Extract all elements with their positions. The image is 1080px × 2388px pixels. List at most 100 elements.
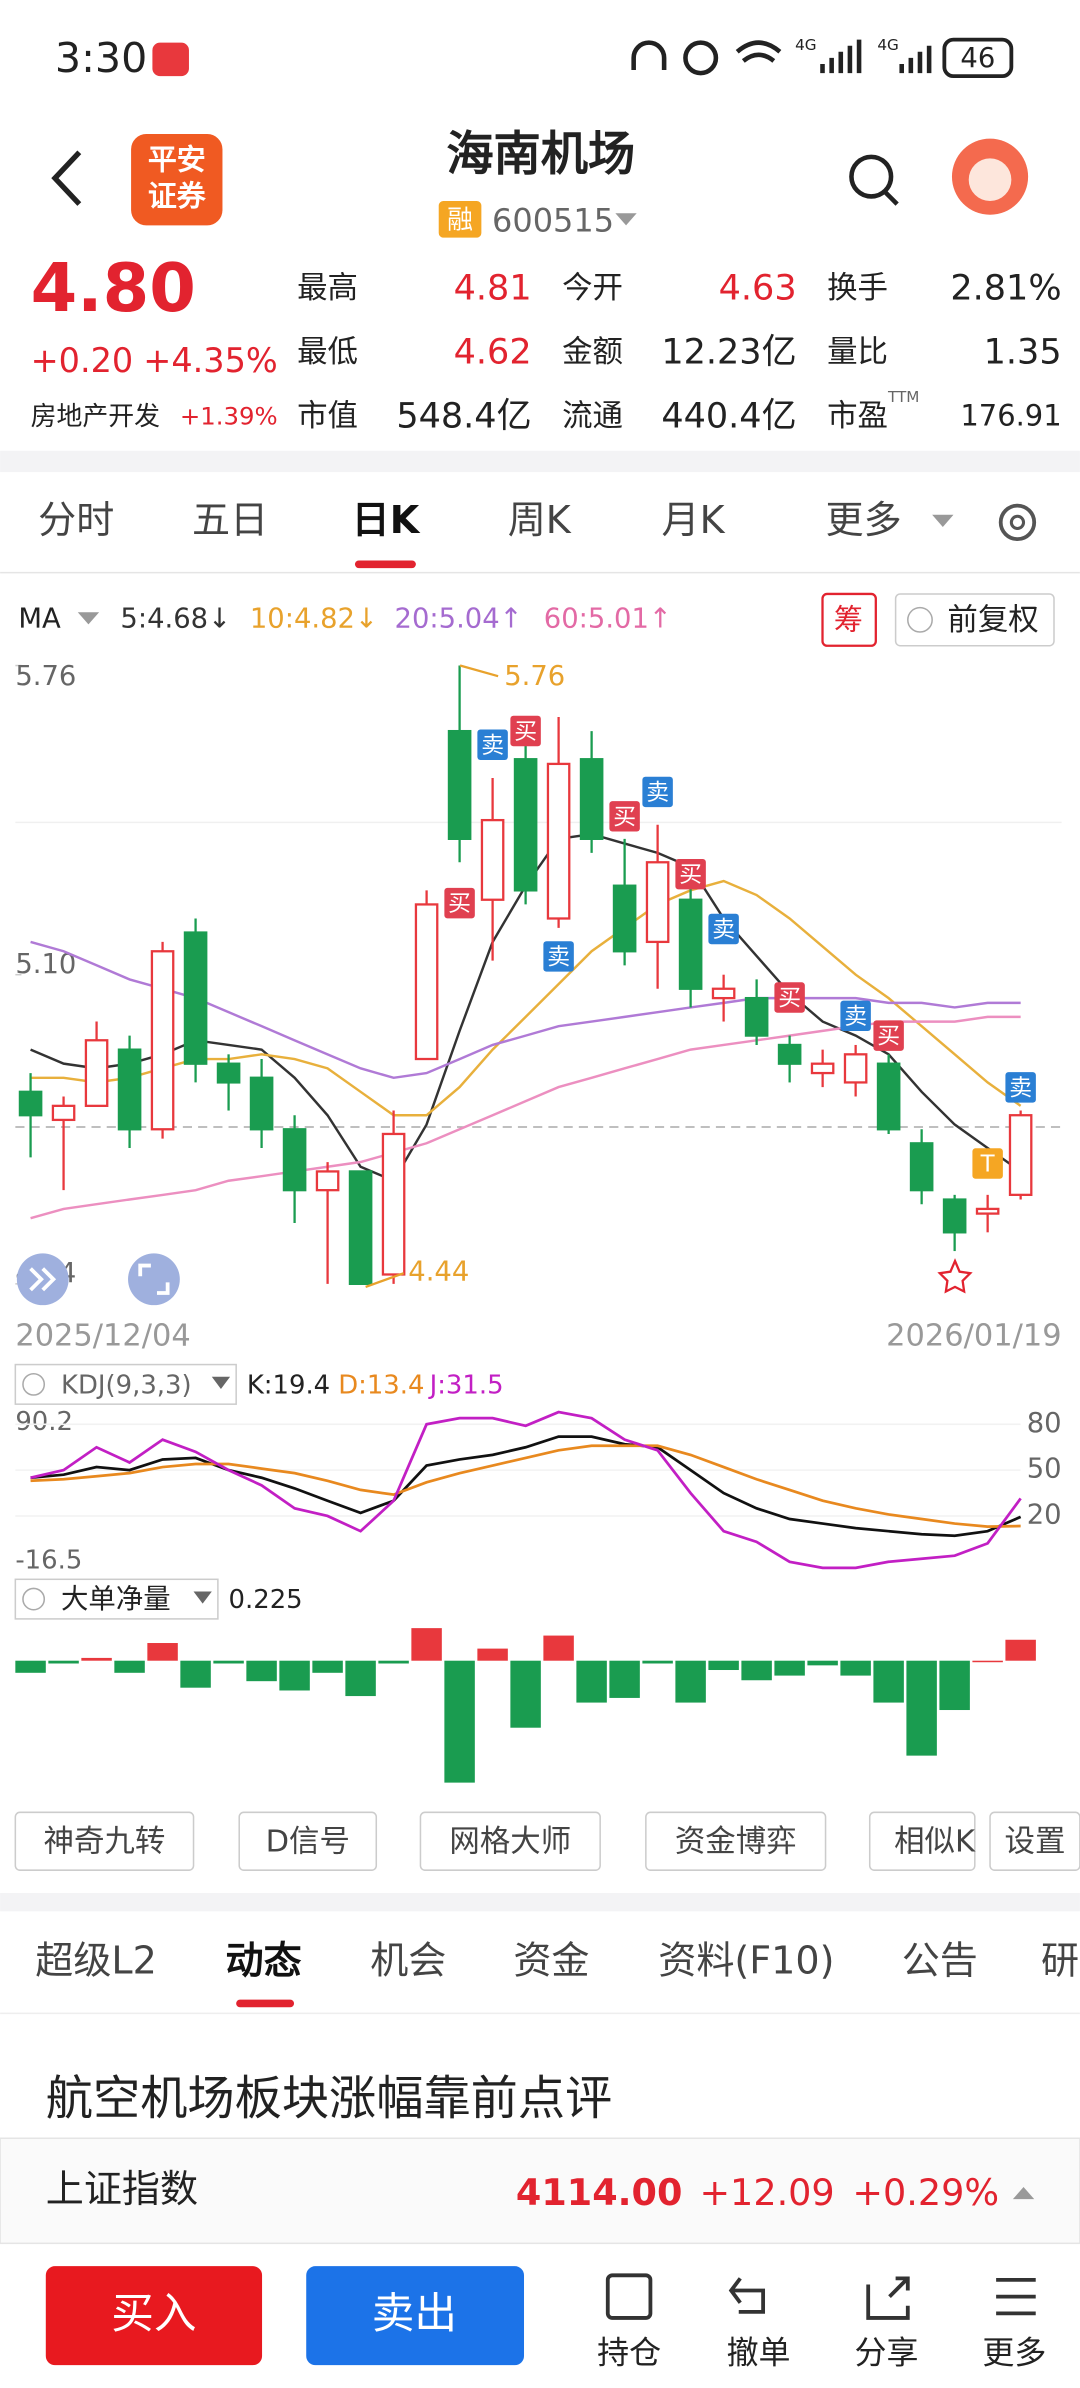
- kdj-max: 90.2: [15, 1407, 73, 1437]
- news-tab[interactable]: 研: [1041, 1939, 1079, 1983]
- signal-text: 卖: [844, 1004, 867, 1030]
- flow-selector[interactable]: [14, 1578, 219, 1620]
- period-tab[interactable]: 分时: [38, 498, 114, 542]
- tool-label: 神奇九转: [44, 1824, 166, 1859]
- candle-body: [381, 1132, 406, 1276]
- period-tab[interactable]: 更多: [826, 498, 902, 542]
- y-tick-label: 5.76: [15, 661, 76, 692]
- signal-marker[interactable]: [708, 913, 739, 945]
- news-tab[interactable]: 公告: [902, 1939, 978, 1983]
- sell-label: 卖出: [372, 2289, 457, 2339]
- clock: 3:30: [55, 34, 147, 82]
- adjust-button[interactable]: [894, 593, 1055, 647]
- flow-bar: [15, 1660, 46, 1673]
- candle-body: [150, 950, 175, 1131]
- candle-body: [216, 1062, 241, 1084]
- tool-label: 设置: [1005, 1824, 1066, 1859]
- headline[interactable]: 航空机场板块涨幅靠前点评: [46, 2072, 612, 2127]
- ma-label: MA: [18, 603, 61, 634]
- signal-marker[interactable]: [675, 858, 706, 890]
- news-tab[interactable]: 资料(F10): [658, 1939, 834, 1983]
- flow-bar: [741, 1660, 772, 1681]
- period-tab[interactable]: 日K: [352, 498, 421, 542]
- tool-button[interactable]: [868, 1811, 976, 1871]
- action-label[interactable]: 分享: [854, 2333, 918, 2371]
- signal-marker[interactable]: [609, 801, 640, 832]
- signal-marker[interactable]: [510, 715, 541, 747]
- low-label: 4.44: [408, 1257, 469, 1288]
- index-bar[interactable]: [0, 2137, 1080, 2245]
- kdj-chart: 80 50 20: [15, 1408, 1062, 1570]
- search-button[interactable]: [849, 154, 894, 199]
- stat-label: 今开: [562, 271, 623, 306]
- signal-text: 买: [778, 986, 801, 1012]
- news-tab-indicator: [236, 1999, 295, 2008]
- candle-body: [282, 1128, 307, 1192]
- ma-dropdown[interactable]: [77, 612, 100, 625]
- signal-text: 卖: [712, 917, 735, 943]
- tool-buttons: 神奇九转 D信号 网格大师 资金博弈 相似K 设置: [14, 1811, 1080, 1871]
- stat-label: 换手: [827, 271, 888, 306]
- signal-marker[interactable]: [477, 729, 508, 760]
- buy-button[interactable]: [45, 2266, 263, 2366]
- signal-text: 卖: [1009, 1075, 1032, 1101]
- event-star[interactable]: [937, 1258, 973, 1294]
- sell-button[interactable]: [306, 2266, 525, 2366]
- logo-text: 证券: [148, 179, 207, 213]
- signal-marker[interactable]: [774, 982, 805, 1013]
- signal-marker[interactable]: [543, 941, 574, 972]
- code-dropdown[interactable]: [615, 213, 637, 226]
- candle-body: [117, 1048, 142, 1131]
- news-tab[interactable]: 动态: [226, 1939, 302, 1983]
- action-label[interactable]: 撤单: [727, 2333, 791, 2371]
- signal-text: 买: [613, 804, 636, 830]
- more-dropdown[interactable]: [932, 514, 954, 527]
- tool-button[interactable]: [14, 1811, 195, 1871]
- settings-button[interactable]: [998, 503, 1037, 542]
- action-label[interactable]: 更多: [982, 2333, 1046, 2371]
- tool-label: 网格大师: [449, 1824, 571, 1859]
- index-value: 4114.00: [516, 2171, 682, 2214]
- tool-button[interactable]: [645, 1811, 827, 1871]
- network-label-2: 4G: [877, 36, 898, 54]
- signal-marker[interactable]: [444, 887, 475, 919]
- signal-marker[interactable]: [642, 776, 673, 808]
- fullscreen-button[interactable]: [128, 1253, 180, 1306]
- signal-text: 卖: [547, 944, 570, 970]
- back-button[interactable]: [51, 150, 82, 206]
- stat-value: 4.62: [454, 331, 532, 372]
- stat-value: 548.4亿: [396, 395, 531, 436]
- tool-button[interactable]: [238, 1811, 378, 1871]
- news-tab[interactable]: 超级L2: [35, 1939, 157, 1983]
- signal-marker[interactable]: [873, 1020, 904, 1051]
- signal-marker[interactable]: [972, 1148, 1003, 1179]
- tool-button[interactable]: [419, 1811, 601, 1871]
- period-tab[interactable]: 月K: [662, 498, 726, 542]
- flow-bar: [444, 1660, 475, 1783]
- signal-marker[interactable]: [1005, 1072, 1036, 1103]
- position-icon: [605, 2273, 653, 2320]
- kdj-dropdown: [211, 1376, 231, 1389]
- kdj-selector[interactable]: [14, 1363, 237, 1405]
- period-tab[interactable]: 周K: [508, 498, 572, 542]
- battery-level: 46: [960, 43, 995, 74]
- news-tab[interactable]: 机会: [370, 1939, 446, 1983]
- signal-marker[interactable]: [840, 1000, 871, 1032]
- sector-change: +1.39%: [180, 401, 278, 430]
- index-toggle[interactable]: [1012, 2186, 1035, 2200]
- y-tick-label: 80: [1027, 1408, 1062, 1439]
- news-tab[interactable]: 资金: [513, 1939, 589, 1983]
- flow-bar: [609, 1660, 640, 1698]
- kdj-min: -16.5: [15, 1546, 82, 1576]
- candle-body: [876, 1062, 901, 1131]
- separator: [0, 1893, 1080, 1912]
- period-tab[interactable]: 五日: [192, 498, 268, 542]
- action-label[interactable]: 持仓: [597, 2333, 661, 2371]
- flow-bar: [378, 1660, 409, 1664]
- y-tick-label: 5.10: [15, 949, 76, 980]
- logo-text: 平安: [148, 142, 206, 176]
- settings-core: [1009, 514, 1026, 530]
- candle-body: [942, 1198, 967, 1234]
- chip-button[interactable]: [821, 592, 877, 647]
